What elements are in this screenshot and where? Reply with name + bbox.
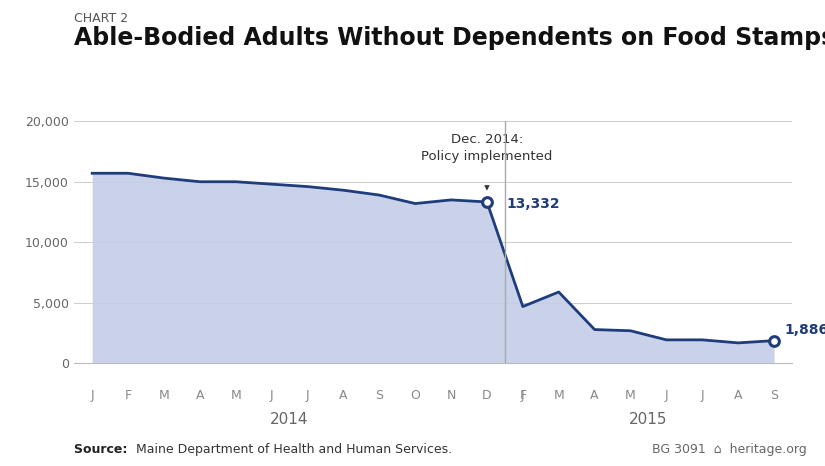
Text: N: N <box>446 389 455 402</box>
Text: J: J <box>665 389 668 402</box>
Text: D: D <box>482 389 492 402</box>
Text: A: A <box>591 389 599 402</box>
Text: Source:: Source: <box>74 443 132 456</box>
Text: M: M <box>554 389 564 402</box>
Text: F: F <box>519 389 526 402</box>
Text: J: J <box>270 389 273 402</box>
Text: Maine Department of Health and Human Services.: Maine Department of Health and Human Ser… <box>136 443 452 456</box>
Text: A: A <box>196 389 204 402</box>
Text: S: S <box>375 389 384 402</box>
Text: Dec. 2014:
Policy implemented: Dec. 2014: Policy implemented <box>422 133 553 163</box>
Text: 2015: 2015 <box>629 412 667 427</box>
Text: J: J <box>91 389 94 402</box>
Text: A: A <box>339 389 347 402</box>
Text: 2014: 2014 <box>271 412 309 427</box>
Text: M: M <box>230 389 241 402</box>
Text: F: F <box>125 389 132 402</box>
Text: O: O <box>410 389 420 402</box>
Text: J: J <box>700 389 704 402</box>
Text: M: M <box>625 389 636 402</box>
Text: 13,332: 13,332 <box>507 198 560 212</box>
Text: S: S <box>770 389 778 402</box>
Text: J: J <box>306 389 309 402</box>
Text: Able-Bodied Adults Without Dependents on Food Stamps in Maine: Able-Bodied Adults Without Dependents on… <box>74 26 825 50</box>
Text: CHART 2: CHART 2 <box>74 12 129 25</box>
Text: J: J <box>521 389 525 402</box>
Text: BG 3091  ⌂  heritage.org: BG 3091 ⌂ heritage.org <box>652 443 807 456</box>
Text: 1,886: 1,886 <box>785 323 825 337</box>
Text: M: M <box>158 389 169 402</box>
Text: A: A <box>734 389 742 402</box>
